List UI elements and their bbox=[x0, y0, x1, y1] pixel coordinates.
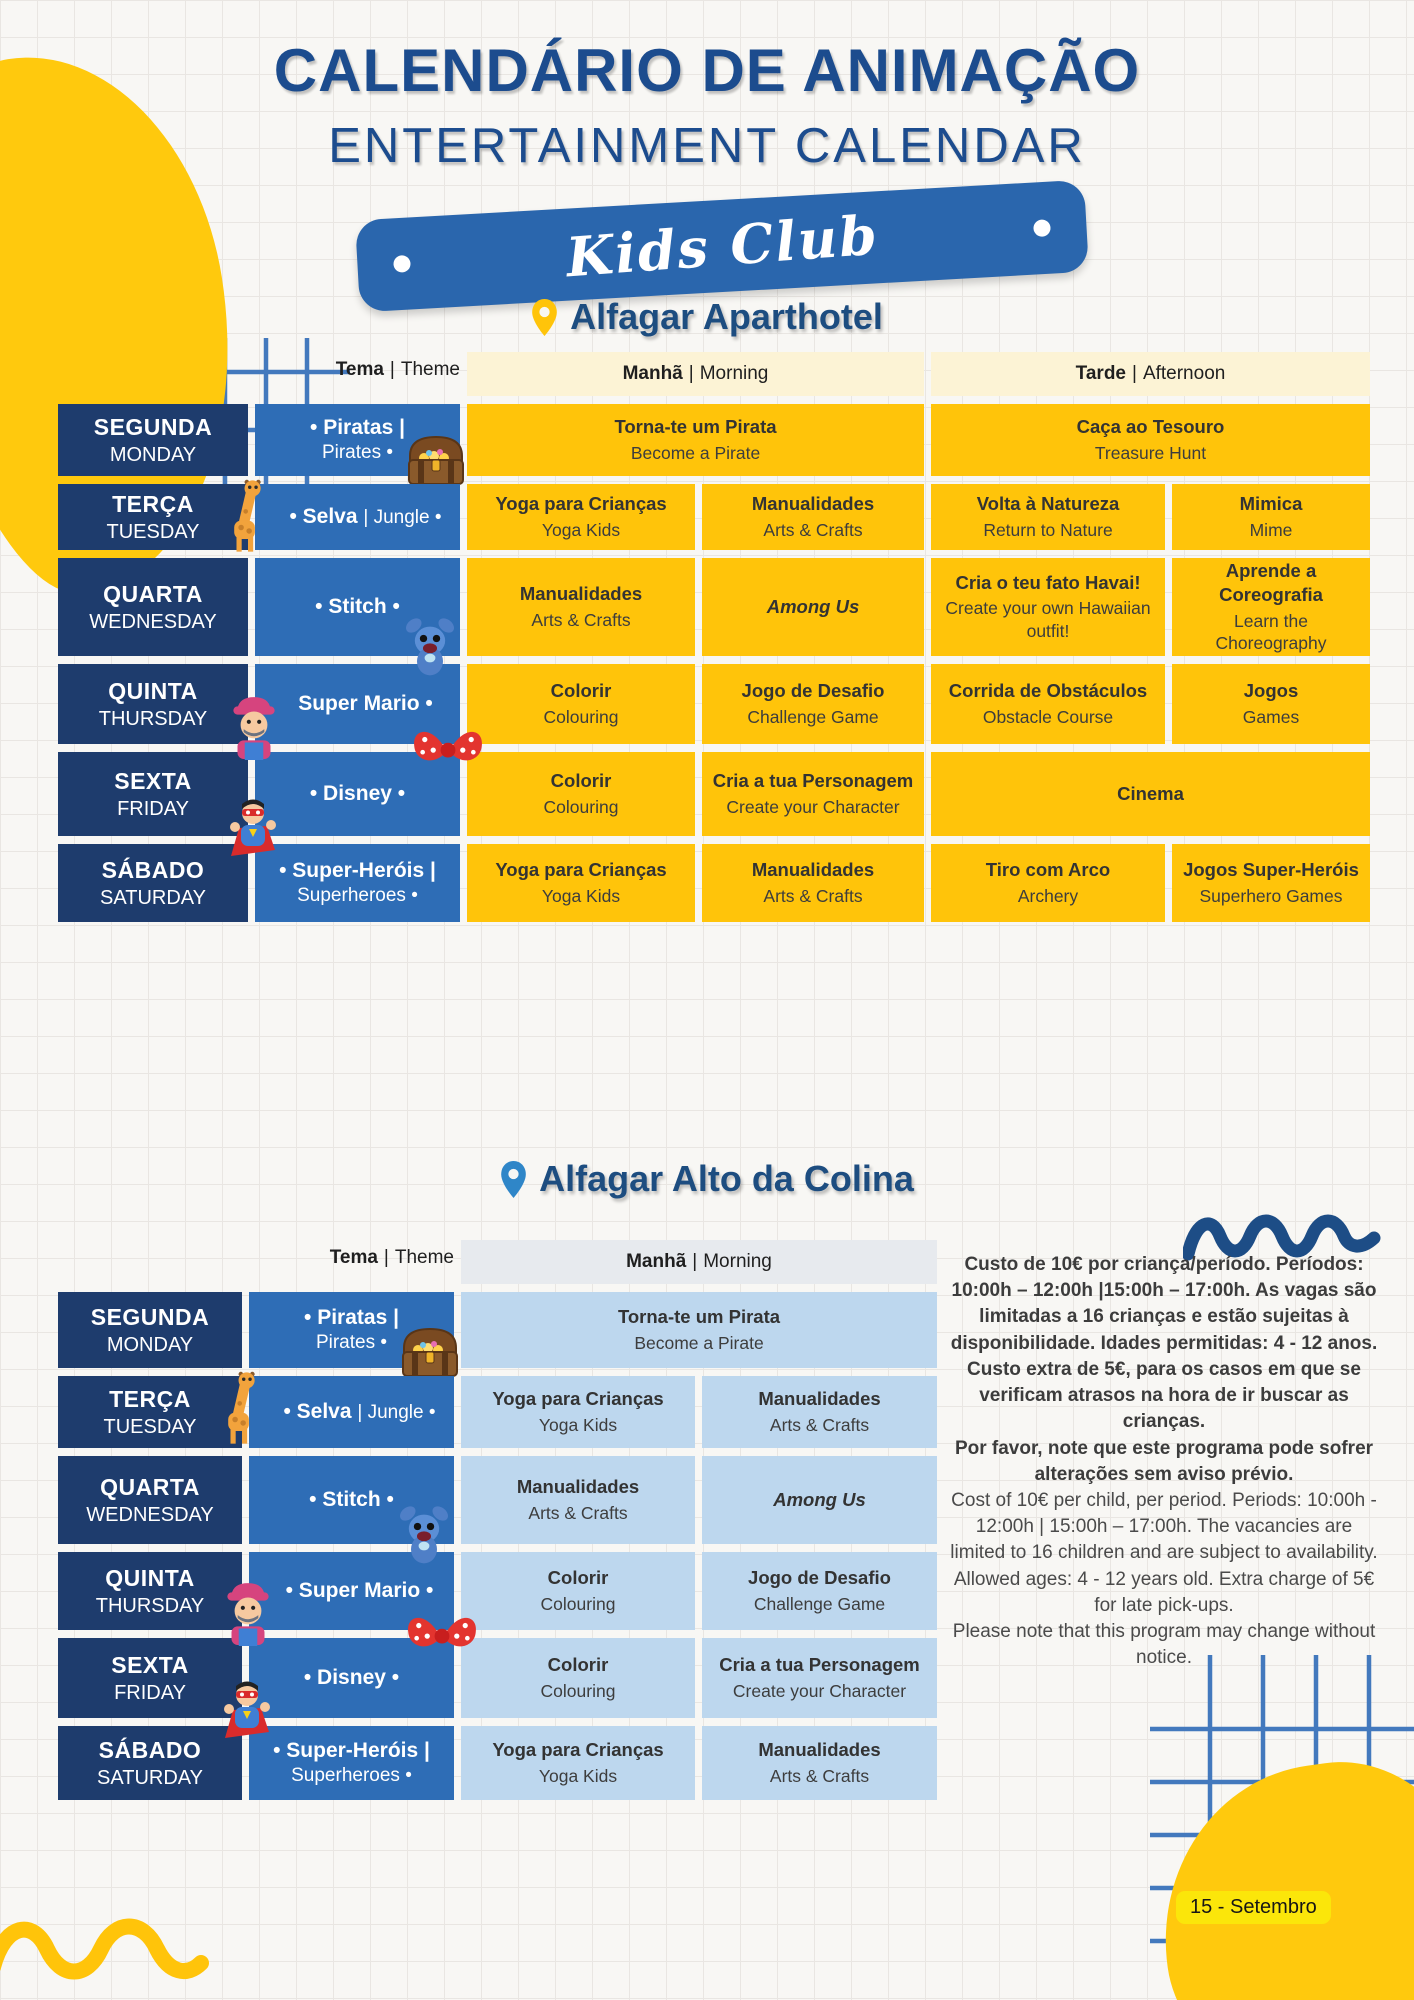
activity-cell: Corrida de Obstáculos Obstacle Course bbox=[931, 664, 1165, 744]
day-cell-tuesday: TERÇA TUESDAY bbox=[58, 484, 248, 550]
minnie-bow-icon bbox=[404, 1608, 480, 1660]
location-title: Alfagar Aparthotel bbox=[570, 296, 883, 337]
activity-cell: Cria a tua Personagem Create your Charact… bbox=[702, 1638, 937, 1718]
activity-cell: Colorir Colouring bbox=[461, 1552, 695, 1630]
theme-cell-stitch: • Stitch • bbox=[255, 558, 460, 656]
activity-cell: Yoga para Crianças Yoga Kids bbox=[461, 1376, 695, 1448]
day-cell-wednesday: QUARTA WEDNESDAY bbox=[58, 558, 248, 656]
activity-cell: Manualidades Arts & Crafts bbox=[461, 1456, 695, 1544]
day-cell-saturday: SÁBADO SATURDAY bbox=[58, 1726, 242, 1800]
activity-cell: Mimica Mime bbox=[1172, 484, 1370, 550]
theme-cell-superheroes: • Super-Heróis | Superheroes • bbox=[255, 844, 460, 922]
theme-cell-disney: • Disney • bbox=[255, 752, 460, 836]
theme-cell-stitch: • Stitch • bbox=[249, 1456, 454, 1544]
activity-cell: Yoga para Crianças Yoga Kids bbox=[461, 1726, 695, 1800]
activity-cell: Manualidades Arts & Crafts bbox=[702, 1726, 937, 1800]
theme-cell-superheroes: • Super-Heróis | Superheroes • bbox=[249, 1726, 454, 1800]
activity-cell: Cria o teu fato Havai! Create your own Ha… bbox=[931, 558, 1165, 656]
activity-cell: Colorir Colouring bbox=[467, 664, 695, 744]
day-cell-saturday: SÁBADO SATURDAY bbox=[58, 844, 248, 922]
theme-cell-jungle: • Selva | Jungle • bbox=[255, 484, 460, 550]
kids-club-banner: Kids Club bbox=[355, 179, 1089, 313]
banner-rivet-right bbox=[1033, 219, 1051, 238]
notes-en-paragraph: Please note that this program may change… bbox=[952, 1621, 1376, 1669]
treasure-chest-icon bbox=[404, 430, 468, 488]
activity-cell: Manualidades Arts & Crafts bbox=[702, 844, 924, 922]
day-cell-friday: SEXTA FRIDAY bbox=[58, 1638, 242, 1718]
activity-cell: Manualidades Arts & Crafts bbox=[702, 1376, 937, 1448]
theme-cell-pirates: • Piratas | Pirates • bbox=[255, 404, 460, 476]
day-cell-tuesday: TERÇA TUESDAY bbox=[58, 1376, 242, 1448]
theme-cell-disney: • Disney • bbox=[249, 1638, 454, 1718]
notes-pt-paragraph: Custo de 10€ por criança/período. Períod… bbox=[950, 1254, 1378, 1433]
map-pin-icon bbox=[531, 298, 558, 337]
day-cell-thursday: QUINTA THURSDAY bbox=[58, 1552, 242, 1630]
minnie-bow-icon bbox=[410, 722, 486, 774]
treasure-chest-icon bbox=[398, 1322, 462, 1380]
day-cell-monday: SEGUNDA MONDAY bbox=[58, 1292, 242, 1368]
notes-pt-paragraph: Por favor, note que este programa pode s… bbox=[954, 1437, 1374, 1485]
activity-cell: Yoga para Crianças Yoga Kids bbox=[467, 484, 695, 550]
column-header-morning: Manhã | Morning bbox=[467, 352, 924, 396]
activity-cell: Jogo de Desafio Challenge Game bbox=[702, 1552, 937, 1630]
activity-cell: Tiro com Arco Archery bbox=[931, 844, 1165, 922]
superhero-icon bbox=[219, 1680, 275, 1746]
location-heading-aparthotel: Alfagar Aparthotel bbox=[0, 296, 1414, 338]
day-cell-friday: SEXTA FRIDAY bbox=[58, 752, 248, 836]
day-cell-thursday: QUINTA THURSDAY bbox=[58, 664, 248, 744]
theme-cell-super-mario: Super Mario • bbox=[255, 664, 460, 744]
activity-cell: Colorir Colouring bbox=[461, 1638, 695, 1718]
stitch-icon bbox=[404, 612, 456, 678]
giraffe-icon bbox=[225, 472, 271, 560]
activity-cell: Caça ao Tesouro Treasure Hunt bbox=[931, 404, 1370, 476]
activity-cell: Manualidades Arts & Crafts bbox=[702, 484, 924, 550]
giraffe-icon bbox=[219, 1364, 265, 1452]
activity-cell-among-us: Among Us bbox=[702, 1456, 937, 1544]
activity-cell: Jogos Games bbox=[1172, 664, 1370, 744]
page-title-en: ENTERTAINMENT CALENDAR bbox=[328, 119, 1086, 173]
theme-cell-super-mario: • Super Mario • bbox=[249, 1552, 454, 1630]
activity-cell: Volta à Natureza Return to Nature bbox=[931, 484, 1165, 550]
activity-cell-cinema: Cinema bbox=[931, 752, 1370, 836]
theme-cell-jungle: • Selva | Jungle • bbox=[249, 1376, 454, 1448]
activity-cell-among-us: Among Us bbox=[702, 558, 924, 656]
yellow-squiggle-decoration bbox=[0, 1918, 209, 1980]
activity-cell: Jogos Super-Heróis Superhero Games bbox=[1172, 844, 1370, 922]
date-badge: 15 - Setembro bbox=[1176, 1891, 1331, 1924]
activity-cell: Cria a tua Personagem Create your Charact… bbox=[702, 752, 924, 836]
activity-cell: Jogo de Desafio Challenge Game bbox=[702, 664, 924, 744]
kids-club-label: Kids Club bbox=[563, 202, 881, 290]
banner-rivet-left bbox=[393, 254, 411, 273]
column-header-theme: Tema | Theme bbox=[335, 359, 460, 380]
calendar-table-alto-da-colina: Tema | Theme Manhã | Morning SEGUNDA MONDAY •… bbox=[58, 1240, 937, 1800]
activity-cell: Colorir Colouring bbox=[467, 752, 695, 836]
column-header-theme: Tema | Theme bbox=[329, 1247, 454, 1268]
day-cell-monday: SEGUNDA MONDAY bbox=[58, 404, 248, 476]
super-mario-icon bbox=[229, 694, 279, 760]
stitch-icon bbox=[398, 1500, 450, 1566]
column-header-afternoon: Tarde | Afternoon bbox=[931, 352, 1370, 396]
theme-cell-pirates: • Piratas | Pirates • bbox=[249, 1292, 454, 1368]
column-header-morning: Manhã | Morning bbox=[461, 1240, 937, 1284]
page-title-pt: CALENDÁRIO DE ANIMAÇÃO bbox=[273, 37, 1141, 104]
navy-squiggle-decoration bbox=[1183, 1214, 1381, 1261]
activity-cell: Yoga para Crianças Yoga Kids bbox=[467, 844, 695, 922]
super-mario-icon bbox=[223, 1580, 273, 1646]
location-title: Alfagar Alto da Colina bbox=[539, 1158, 914, 1199]
activity-cell: Aprende a Coreografia Learn the Choreogra… bbox=[1172, 558, 1370, 656]
notes-en-paragraph: Cost of 10€ per child, per period. Perio… bbox=[950, 1489, 1378, 1616]
activity-cell: Torna-te um Pirata Become a Pirate bbox=[467, 404, 924, 476]
map-pin-icon bbox=[500, 1160, 527, 1199]
activity-cell: Manualidades Arts & Crafts bbox=[467, 558, 695, 656]
location-heading-alto-da-colina: Alfagar Alto da Colina bbox=[0, 1158, 1414, 1200]
day-cell-wednesday: QUARTA WEDNESDAY bbox=[58, 1456, 242, 1544]
calendar-table-aparthotel: Tema | Theme Manhã | Morning Tarde | Afternoon… bbox=[58, 352, 1370, 922]
conditions-notes: Custo de 10€ por criança/período. Períod… bbox=[948, 1252, 1380, 1672]
superhero-icon bbox=[225, 798, 281, 864]
activity-cell: Torna-te um Pirata Become a Pirate bbox=[461, 1292, 937, 1368]
